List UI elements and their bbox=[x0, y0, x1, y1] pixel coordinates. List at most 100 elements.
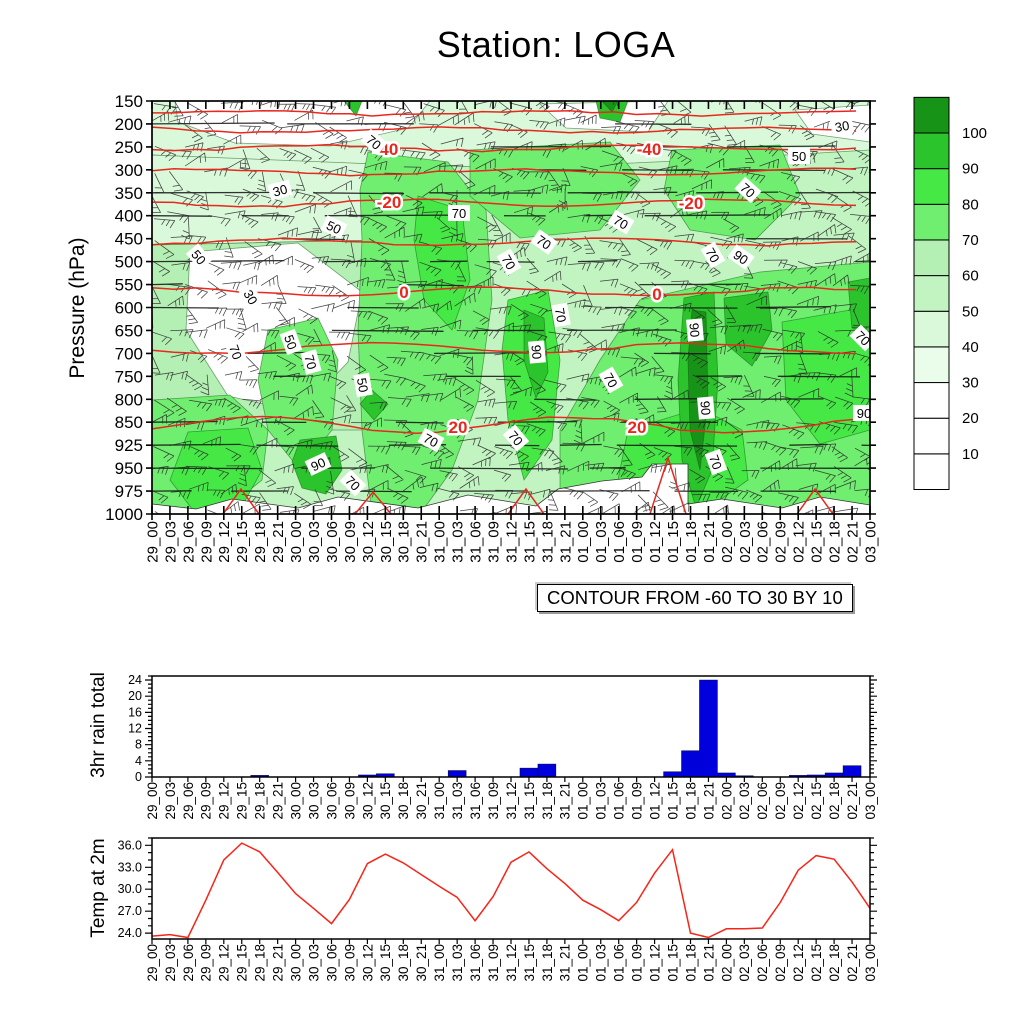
svg-text:20: 20 bbox=[449, 418, 468, 437]
svg-text:50: 50 bbox=[324, 218, 343, 238]
svg-text:50: 50 bbox=[281, 333, 300, 352]
svg-text:925: 925 bbox=[115, 436, 143, 455]
svg-text:70: 70 bbox=[533, 232, 553, 253]
svg-text:800: 800 bbox=[115, 390, 143, 409]
svg-text:0: 0 bbox=[135, 770, 142, 784]
rain-bar bbox=[681, 750, 700, 778]
svg-text:02_09: 02_09 bbox=[773, 521, 790, 563]
svg-text:31_18: 31_18 bbox=[540, 944, 555, 982]
svg-text:29_21: 29_21 bbox=[270, 521, 287, 563]
svg-text:60: 60 bbox=[962, 268, 979, 285]
svg-text:0: 0 bbox=[652, 285, 661, 304]
rain-bar bbox=[519, 767, 539, 778]
svg-text:500: 500 bbox=[115, 253, 143, 272]
svg-text:01_09: 01_09 bbox=[629, 521, 646, 563]
svg-text:01_18: 01_18 bbox=[683, 521, 700, 563]
rain-bar bbox=[663, 771, 682, 778]
svg-text:02_21: 02_21 bbox=[845, 944, 860, 982]
svg-text:02_12: 02_12 bbox=[791, 944, 806, 982]
svg-text:70: 70 bbox=[600, 370, 620, 390]
svg-text:30: 30 bbox=[271, 181, 289, 199]
svg-text:20: 20 bbox=[962, 410, 979, 427]
svg-text:31_12: 31_12 bbox=[504, 944, 519, 982]
svg-text:29_00: 29_00 bbox=[145, 944, 160, 982]
svg-text:36.0: 36.0 bbox=[118, 838, 142, 852]
svg-text:30_18: 30_18 bbox=[396, 944, 411, 982]
svg-text:30_12: 30_12 bbox=[360, 521, 377, 563]
svg-text:31_12: 31_12 bbox=[503, 521, 520, 563]
svg-text:01_09: 01_09 bbox=[630, 944, 645, 982]
rain-bar bbox=[699, 679, 718, 778]
svg-text:29_18: 29_18 bbox=[253, 782, 268, 820]
contour-note: CONTOUR FROM -60 TO 30 BY 10 bbox=[537, 584, 853, 612]
svg-text:50: 50 bbox=[962, 303, 979, 320]
svg-text:30: 30 bbox=[962, 375, 979, 392]
svg-text:1000: 1000 bbox=[105, 505, 143, 524]
svg-text:29_09: 29_09 bbox=[198, 521, 215, 563]
svg-text:100: 100 bbox=[962, 125, 987, 142]
svg-text:29_18: 29_18 bbox=[252, 521, 269, 563]
svg-text:30_15: 30_15 bbox=[378, 521, 395, 563]
svg-text:31_21: 31_21 bbox=[557, 521, 574, 563]
svg-text:29_06: 29_06 bbox=[180, 521, 197, 563]
svg-text:700: 700 bbox=[115, 344, 143, 363]
svg-text:30_03: 30_03 bbox=[306, 944, 321, 982]
svg-text:02_00: 02_00 bbox=[719, 782, 734, 820]
svg-text:02_18: 02_18 bbox=[827, 521, 844, 563]
svg-text:30_21: 30_21 bbox=[414, 521, 431, 563]
svg-text:31_21: 31_21 bbox=[558, 782, 573, 820]
svg-text:30_00: 30_00 bbox=[288, 782, 303, 820]
svg-text:0: 0 bbox=[399, 283, 408, 302]
svg-text:950: 950 bbox=[115, 459, 143, 478]
svg-text:02_15: 02_15 bbox=[809, 521, 826, 563]
svg-text:29_00: 29_00 bbox=[144, 521, 161, 563]
svg-text:02_03: 02_03 bbox=[737, 944, 752, 982]
svg-text:12: 12 bbox=[128, 722, 142, 736]
svg-text:20: 20 bbox=[628, 418, 647, 437]
svg-text:02_06: 02_06 bbox=[755, 944, 770, 982]
svg-text:200: 200 bbox=[115, 115, 143, 134]
svg-text:31_03: 31_03 bbox=[450, 944, 465, 982]
svg-text:29_21: 29_21 bbox=[271, 782, 286, 820]
svg-text:29_12: 29_12 bbox=[216, 521, 233, 563]
svg-text:-20: -20 bbox=[679, 194, 704, 213]
svg-text:31_09: 31_09 bbox=[486, 944, 501, 982]
svg-text:02_12: 02_12 bbox=[791, 782, 806, 820]
svg-text:350: 350 bbox=[115, 184, 143, 203]
svg-text:01_15: 01_15 bbox=[665, 944, 680, 982]
svg-text:30_09: 30_09 bbox=[342, 521, 359, 563]
svg-text:30: 30 bbox=[834, 118, 851, 135]
svg-text:30_09: 30_09 bbox=[342, 944, 357, 982]
svg-text:30_12: 30_12 bbox=[360, 944, 375, 982]
svg-text:01_06: 01_06 bbox=[612, 944, 627, 982]
svg-text:50: 50 bbox=[354, 377, 371, 394]
svg-text:31_15: 31_15 bbox=[522, 944, 537, 982]
svg-text:150: 150 bbox=[115, 92, 143, 111]
svg-text:29_03: 29_03 bbox=[162, 521, 179, 563]
rain-bar bbox=[842, 765, 862, 778]
svg-text:750: 750 bbox=[115, 367, 143, 386]
svg-text:40: 40 bbox=[962, 339, 979, 356]
svg-text:31_00: 31_00 bbox=[432, 944, 447, 982]
svg-text:70: 70 bbox=[301, 353, 319, 371]
svg-text:29_15: 29_15 bbox=[235, 944, 250, 982]
svg-text:90: 90 bbox=[857, 406, 871, 421]
svg-text:30_12: 30_12 bbox=[360, 782, 375, 820]
temp-line bbox=[151, 842, 871, 939]
svg-text:31_21: 31_21 bbox=[558, 944, 573, 982]
svg-text:30_00: 30_00 bbox=[288, 944, 303, 982]
svg-text:8: 8 bbox=[135, 738, 142, 752]
svg-text:30_06: 30_06 bbox=[324, 944, 339, 982]
svg-text:30_21: 30_21 bbox=[414, 782, 429, 820]
svg-text:01_18: 01_18 bbox=[683, 944, 698, 982]
svg-text:4: 4 bbox=[135, 754, 142, 768]
svg-text:400: 400 bbox=[115, 207, 143, 226]
svg-text:-20: -20 bbox=[377, 193, 402, 212]
svg-text:29_03: 29_03 bbox=[163, 782, 178, 820]
svg-text:29_12: 29_12 bbox=[217, 944, 232, 982]
temp-x-axis-labels: 29_00 29_03 29_06 29_09 29_12 29_15 29_18 29_21… bbox=[145, 944, 878, 982]
svg-text:01_15: 01_15 bbox=[665, 521, 682, 563]
svg-text:90: 90 bbox=[697, 400, 713, 416]
svg-text:30_00: 30_00 bbox=[288, 521, 305, 563]
